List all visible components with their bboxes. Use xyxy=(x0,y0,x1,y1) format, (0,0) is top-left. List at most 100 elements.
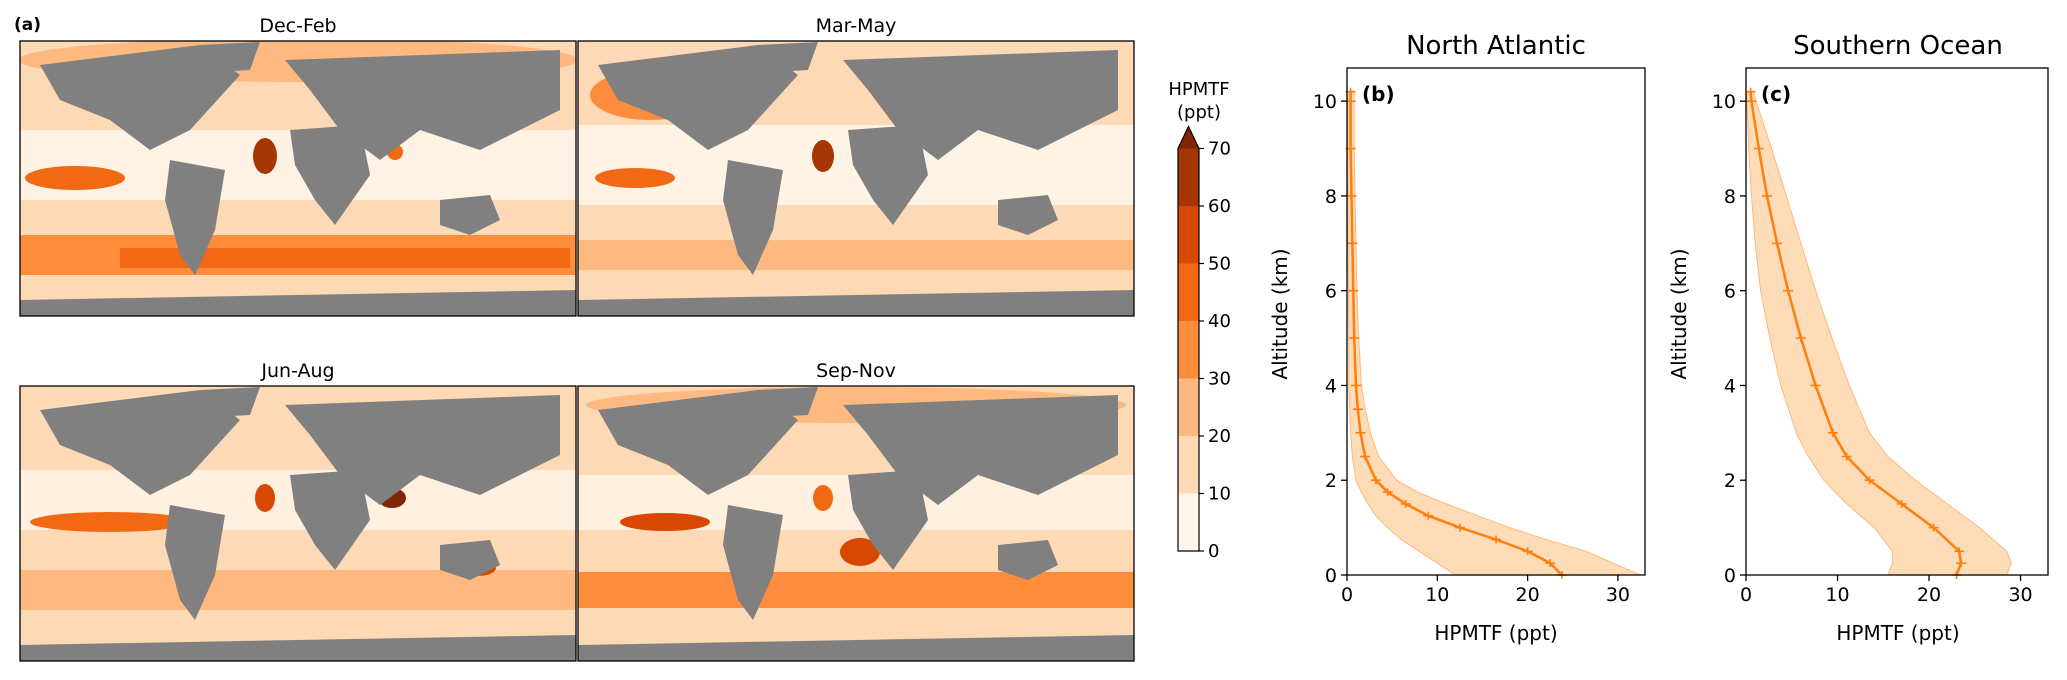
land-south-america xyxy=(723,505,783,620)
colorbar-segment-60 xyxy=(1178,148,1199,206)
land-south-america xyxy=(723,160,783,275)
mean-profile-marker xyxy=(1864,476,1875,485)
mean-profile-marker xyxy=(1810,381,1821,390)
x-tick-label: 20 xyxy=(1516,584,1540,606)
y-axis-label-c: Altitude (km) xyxy=(1667,248,1691,379)
mean-profile-marker xyxy=(1347,239,1358,248)
hotspot-atlantic xyxy=(813,485,833,511)
profile-panel-north-atlantic: North Atlantic (b) HPMTF (ppt) Altitude … xyxy=(1268,31,1646,645)
map-frame xyxy=(19,385,577,662)
colorbar-segment-20 xyxy=(1178,378,1199,436)
land-africa xyxy=(290,125,370,225)
colorbar-label-line1: HPMTF xyxy=(1168,79,1229,100)
land-south-america xyxy=(165,505,225,620)
mean-profile-marker xyxy=(1360,452,1371,461)
map-sep-nov: Sep-Nov xyxy=(577,360,1135,662)
mean-profile-line xyxy=(1749,91,1963,576)
colorbar-outline xyxy=(1177,125,1200,552)
colorbar-tick-label: 40 xyxy=(1208,311,1231,332)
hotspot-north-pacific xyxy=(595,168,675,188)
mean-profile-marker xyxy=(1348,286,1359,295)
land-north-america xyxy=(40,390,240,495)
plot-title-b: North Atlantic xyxy=(1406,31,1586,61)
colorbar-tick-label: 70 xyxy=(1208,139,1231,160)
colorbar-tick-label: 0 xyxy=(1208,541,1219,562)
hotspot-atlantic xyxy=(812,140,834,172)
ocean-band-southern xyxy=(20,570,576,610)
land-africa xyxy=(848,470,928,570)
colorbar-label-line2: (ppt) xyxy=(1177,102,1221,123)
y-tick-label: 2 xyxy=(1325,470,1337,492)
land-greenland xyxy=(758,42,818,72)
y-tick-label: 0 xyxy=(1325,565,1337,587)
land-africa xyxy=(290,470,370,570)
mean-profile-marker xyxy=(1795,334,1806,343)
x-tick-label: 30 xyxy=(1606,584,1630,606)
mean-profile-marker xyxy=(1745,87,1756,96)
colorbar-tick-label: 20 xyxy=(1208,426,1231,447)
uncertainty-band xyxy=(1746,91,2012,576)
mean-profile-marker xyxy=(1545,559,1556,568)
mean-profile-marker xyxy=(1772,239,1783,248)
x-tick-label: 20 xyxy=(1917,584,1941,606)
x-tick-label: 10 xyxy=(1425,584,1449,606)
mean-profile-marker xyxy=(1928,523,1939,532)
land-north-america xyxy=(598,390,798,495)
y-tick-label: 4 xyxy=(1325,375,1337,397)
y-tick-label: 8 xyxy=(1724,186,1736,208)
mean-profile-marker xyxy=(1841,452,1852,461)
uncertainty-band xyxy=(1347,91,1641,576)
colorbar-segment-50 xyxy=(1178,206,1199,264)
y-tick-label: 4 xyxy=(1724,375,1736,397)
colorbar-segment-0 xyxy=(1178,493,1199,551)
mean-profile-marker xyxy=(1783,286,1794,295)
land-antarctica xyxy=(578,290,1134,316)
colorbar-extend-arrow xyxy=(1178,126,1199,149)
plot-panel-tag-c: (c) xyxy=(1761,82,1791,106)
y-tick-label: 8 xyxy=(1325,186,1337,208)
y-tick-label: 6 xyxy=(1724,281,1736,303)
ocean-band-southern xyxy=(578,572,1134,608)
panel-a-tag: (a) xyxy=(14,15,41,35)
map-frame xyxy=(577,385,1135,662)
hotspot-atlantic xyxy=(255,484,275,512)
mean-profile-marker xyxy=(1454,523,1465,532)
land-north-america xyxy=(40,45,240,150)
land-antarctica xyxy=(20,635,576,661)
hotspot-east-pacific xyxy=(30,512,190,532)
mean-profile-marker xyxy=(1346,191,1357,200)
mean-profile-marker xyxy=(1956,559,1967,568)
mean-profile-marker xyxy=(1355,428,1366,437)
plot-frame xyxy=(1745,67,2049,576)
mean-profile-marker xyxy=(1753,144,1764,153)
mean-profile-marker xyxy=(1491,535,1501,544)
mean-profile-marker xyxy=(1352,405,1363,414)
map-dec-feb: Dec-Feb xyxy=(19,15,577,317)
mean-profile-marker xyxy=(1762,191,1773,200)
ocean-band-southern xyxy=(578,240,1134,270)
y-tick-label: 6 xyxy=(1325,281,1337,303)
map-jun-aug: Jun-Aug xyxy=(19,360,577,662)
map-mar-may: Mar-May xyxy=(577,15,1135,317)
y-axis-label-b: Altitude (km) xyxy=(1268,248,1292,379)
y-tick-label: 10 xyxy=(1313,91,1337,113)
mean-profile-marker xyxy=(1423,511,1434,520)
y-tick-label: 2 xyxy=(1724,470,1736,492)
plot-title-c: Southern Ocean xyxy=(1793,31,2003,61)
land-antarctica xyxy=(578,635,1134,661)
mean-profile-marker xyxy=(1382,488,1393,497)
land-greenland xyxy=(200,42,260,72)
mean-profile-marker xyxy=(1746,97,1757,106)
map-title-mar-may: Mar-May xyxy=(816,15,897,37)
land-greenland xyxy=(758,387,818,417)
map-title-sep-nov: Sep-Nov xyxy=(816,360,896,382)
land-australia xyxy=(998,195,1058,235)
map-frame xyxy=(19,40,577,317)
x-axis-label-c: HPMTF (ppt) xyxy=(1836,621,1959,645)
y-tick-label: 0 xyxy=(1724,565,1736,587)
mean-profile-line xyxy=(1349,91,1563,576)
land-south-america xyxy=(165,160,225,275)
y-tick-label: 10 xyxy=(1712,91,1736,113)
plot-panel-tag-b: (b) xyxy=(1362,82,1395,106)
